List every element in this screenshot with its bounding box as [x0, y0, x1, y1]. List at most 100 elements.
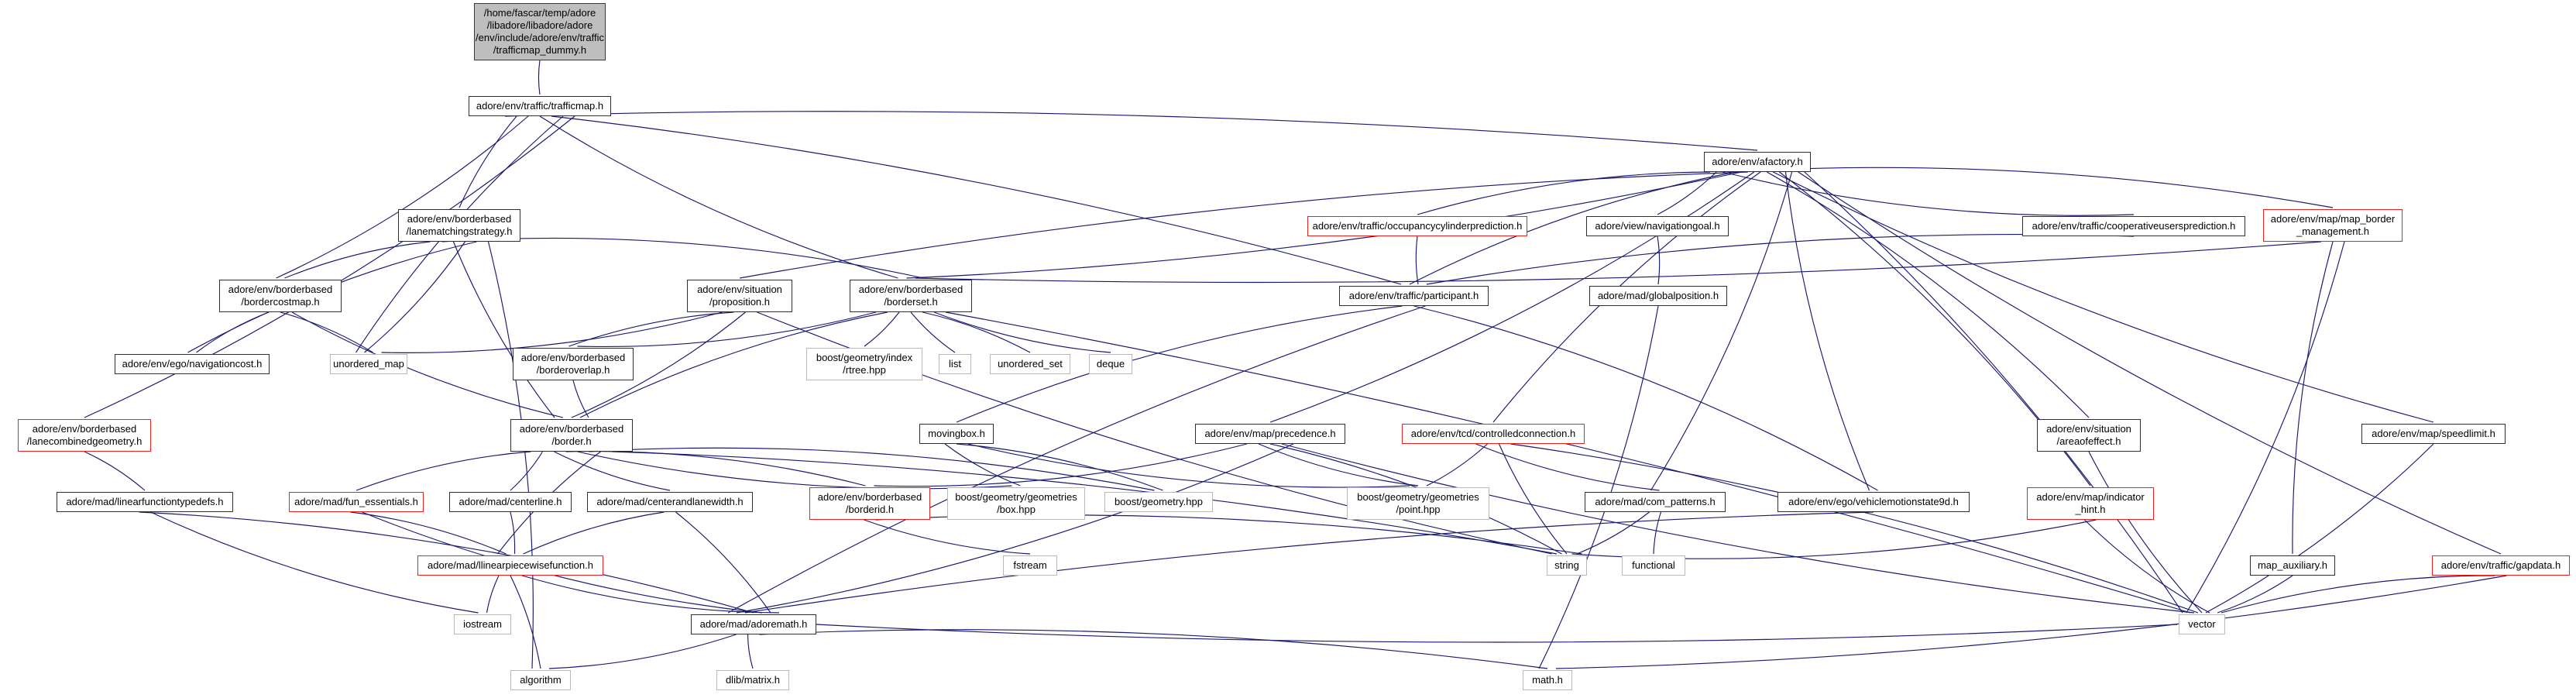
edge-mapborder-vector [2186, 241, 2345, 614]
edge-com_patterns-string [1576, 511, 1650, 555]
node-controlledconn[interactable]: adore/env/tcd/controlledconnection.h [1402, 424, 1585, 444]
node-centerandlane[interactable]: adore/mad/centerandlanewidth.h [587, 492, 753, 512]
edge-participant-adoremath [727, 305, 1426, 614]
edge-afactory-gapdata [1798, 171, 2502, 555]
edge-adoremath-dlib [747, 634, 754, 669]
edge-precedence-vector [1281, 443, 2195, 614]
edge-lineartypedefs-iostream [150, 511, 479, 614]
edge-precedence-borderid [874, 443, 1248, 487]
node-borderoverlap[interactable]: adore/env/borderbased /borderoverlap.h [513, 348, 634, 380]
node-occupancy[interactable]: adore/env/traffic/occupancycylinderpredi… [1307, 216, 1527, 236]
edge-fun_essentials-adoremath [362, 511, 763, 614]
edge-lanematching-unordered_map [364, 241, 465, 353]
node-borderid[interactable]: adore/env/borderbased /borderid.h [809, 487, 930, 520]
edge-controlledconn-vector [1510, 443, 2199, 614]
edge-afactory-com_patterns [1650, 171, 1793, 491]
edge-controlledconn-string [1498, 443, 1568, 555]
node-com_patterns[interactable]: adore/mad/com_patterns.h [1585, 492, 1726, 512]
node-geometryhpp[interactable]: boost/geometry.hpp [1104, 492, 1213, 512]
edge-adoremath-vector [816, 624, 2178, 643]
node-lanecombined[interactable]: adore/env/borderbased /lanecombinedgeome… [18, 419, 151, 452]
node-math[interactable]: math.h [1523, 670, 1572, 690]
node-cooperative[interactable]: adore/env/traffic/cooperativeuserspredic… [2022, 216, 2245, 236]
node-iostream[interactable]: iostream [454, 614, 511, 634]
node-trafficmap[interactable]: adore/env/traffic/trafficmap.h [469, 96, 611, 116]
edge-afactory-cooperative [1722, 171, 2135, 216]
edge-root-trafficmap [538, 60, 541, 95]
node-map_aux[interactable]: map_auxiliary.h [2250, 555, 2335, 576]
edge-gapdata-vector [2221, 575, 2495, 614]
node-globalposition[interactable]: adore/mad/globalposition.h [1589, 286, 1727, 306]
node-participant[interactable]: adore/env/traffic/participant.h [1339, 286, 1489, 306]
node-adoremath[interactable]: adore/mad/adoremath.h [691, 614, 816, 634]
edge-borderset-rtree [864, 311, 900, 347]
edge-afactory-areaofeffect [1766, 171, 2090, 418]
node-afactory[interactable]: adore/env/afactory.h [1704, 152, 1811, 172]
node-functional[interactable]: functional [1622, 555, 1685, 576]
node-algorithm[interactable]: algorithm [510, 670, 571, 690]
node-fstream[interactable]: fstream [1003, 555, 1057, 576]
edge-mapborder-map_aux [2292, 241, 2334, 555]
node-centerline[interactable]: adore/mad/centerline.h [449, 492, 572, 512]
edge-borderset-border [579, 311, 888, 418]
edge-map_aux-vector [2217, 575, 2293, 614]
node-borderset[interactable]: adore/env/borderbased /borderset.h [850, 280, 972, 312]
edge-afactory-participant [1409, 171, 1736, 285]
edge-border-string [612, 451, 1558, 555]
node-llinear[interactable]: adore/mad/llinearpiecewisefunction.h [417, 555, 603, 576]
node-bordercostmap[interactable]: adore/env/borderbased /bordercostmap.h [219, 280, 342, 312]
node-navigationgoal[interactable]: adore/view/navigationgoal.h [1586, 216, 1729, 236]
edge-bordercostmap-border [291, 311, 564, 418]
node-unordered_map[interactable]: unordered_map [330, 354, 407, 374]
node-areaofeffect[interactable]: adore/env/situation /areaofeffect.h [2037, 419, 2141, 452]
edge-border-fun_essentials [355, 451, 531, 491]
edge-borderset-unordered_set [922, 311, 1031, 353]
node-navigationcost[interactable]: adore/env/ego/navigationcost.h [115, 354, 270, 374]
node-rtree[interactable]: boost/geometry/index /rtree.hpp [806, 348, 922, 380]
edge-lanematching-border [452, 241, 555, 418]
edge-border-borderid [565, 450, 866, 487]
edge-adoremath-algorithm [548, 634, 737, 669]
edge-borderoverlap-border [572, 380, 589, 418]
node-speedlimit[interactable]: adore/env/map/speedlimit.h [2361, 424, 2506, 444]
edge-navigationgoal-globalposition [1657, 236, 1661, 285]
edge-proposition-border [571, 311, 746, 418]
edge-precedence-adoremath [736, 443, 1294, 614]
edge-controlledconn-pointhpp [1426, 443, 1488, 487]
edge-afactory-occupancy [1417, 171, 1711, 215]
node-precedence[interactable]: adore/env/map/precedence.h [1195, 424, 1345, 444]
node-proposition[interactable]: adore/env/situation /proposition.h [687, 280, 792, 312]
edge-afactory-vehiclemotion [1784, 171, 1870, 491]
edge-trafficmap-borderset [539, 115, 898, 279]
node-fun_essentials[interactable]: adore/mad/fun_essentials.h [289, 492, 424, 512]
edge-border-centerandlane [554, 451, 671, 491]
node-boxhpp[interactable]: boost/geometry/geometries /box.hpp [947, 487, 1085, 520]
edge-lanematching-bordercostmap [284, 241, 431, 279]
edge-vehiclemotion-adoremath [744, 511, 1874, 614]
node-vector[interactable]: vector [2179, 614, 2225, 634]
edge-movingbox-geometryhpp [956, 443, 1163, 491]
edge-proposition-borderoverlap [568, 311, 734, 347]
node-deque[interactable]: deque [1089, 354, 1132, 374]
edge-afactory-borderset [906, 171, 1742, 279]
node-gapdata[interactable]: adore/env/traffic/gapdata.h [2432, 555, 2570, 576]
edge-precedence-pointhpp [1258, 443, 1419, 487]
edge-com_patterns-functional [1653, 511, 1662, 555]
node-string[interactable]: string [1547, 555, 1587, 576]
edge-gapdata-math [1555, 575, 2507, 669]
node-unordered_set[interactable]: unordered_set [990, 354, 1070, 374]
node-dlib[interactable]: dlib/matrix.h [716, 670, 789, 690]
node-lanematching[interactable]: adore/env/borderbased /lanematchingstrat… [398, 209, 520, 242]
node-indicator[interactable]: adore/env/map/indicator _hint.h [2027, 487, 2154, 520]
edge-indicator-vector [2084, 519, 2210, 614]
node-vehiclemotion[interactable]: adore/env/ego/vehiclemotionstate9d.h [1777, 492, 1970, 512]
node-movingbox[interactable]: movingbox.h [919, 424, 994, 444]
edge-mapborder-borderset [915, 241, 2322, 284]
node-mapborder[interactable]: adore/env/map/map_border _management.h [2263, 209, 2403, 242]
edge-trafficmap-lanematching [459, 115, 517, 208]
node-list[interactable]: list [939, 354, 971, 374]
node-border[interactable]: adore/env/borderbased /border.h [510, 419, 633, 452]
edge-llinear-algorithm [510, 575, 541, 669]
node-lineartypedefs[interactable]: adore/mad/linearfunctiontypedefs.h [57, 492, 233, 512]
node-pointhpp[interactable]: boost/geometry/geometries /point.hpp [1347, 487, 1489, 520]
